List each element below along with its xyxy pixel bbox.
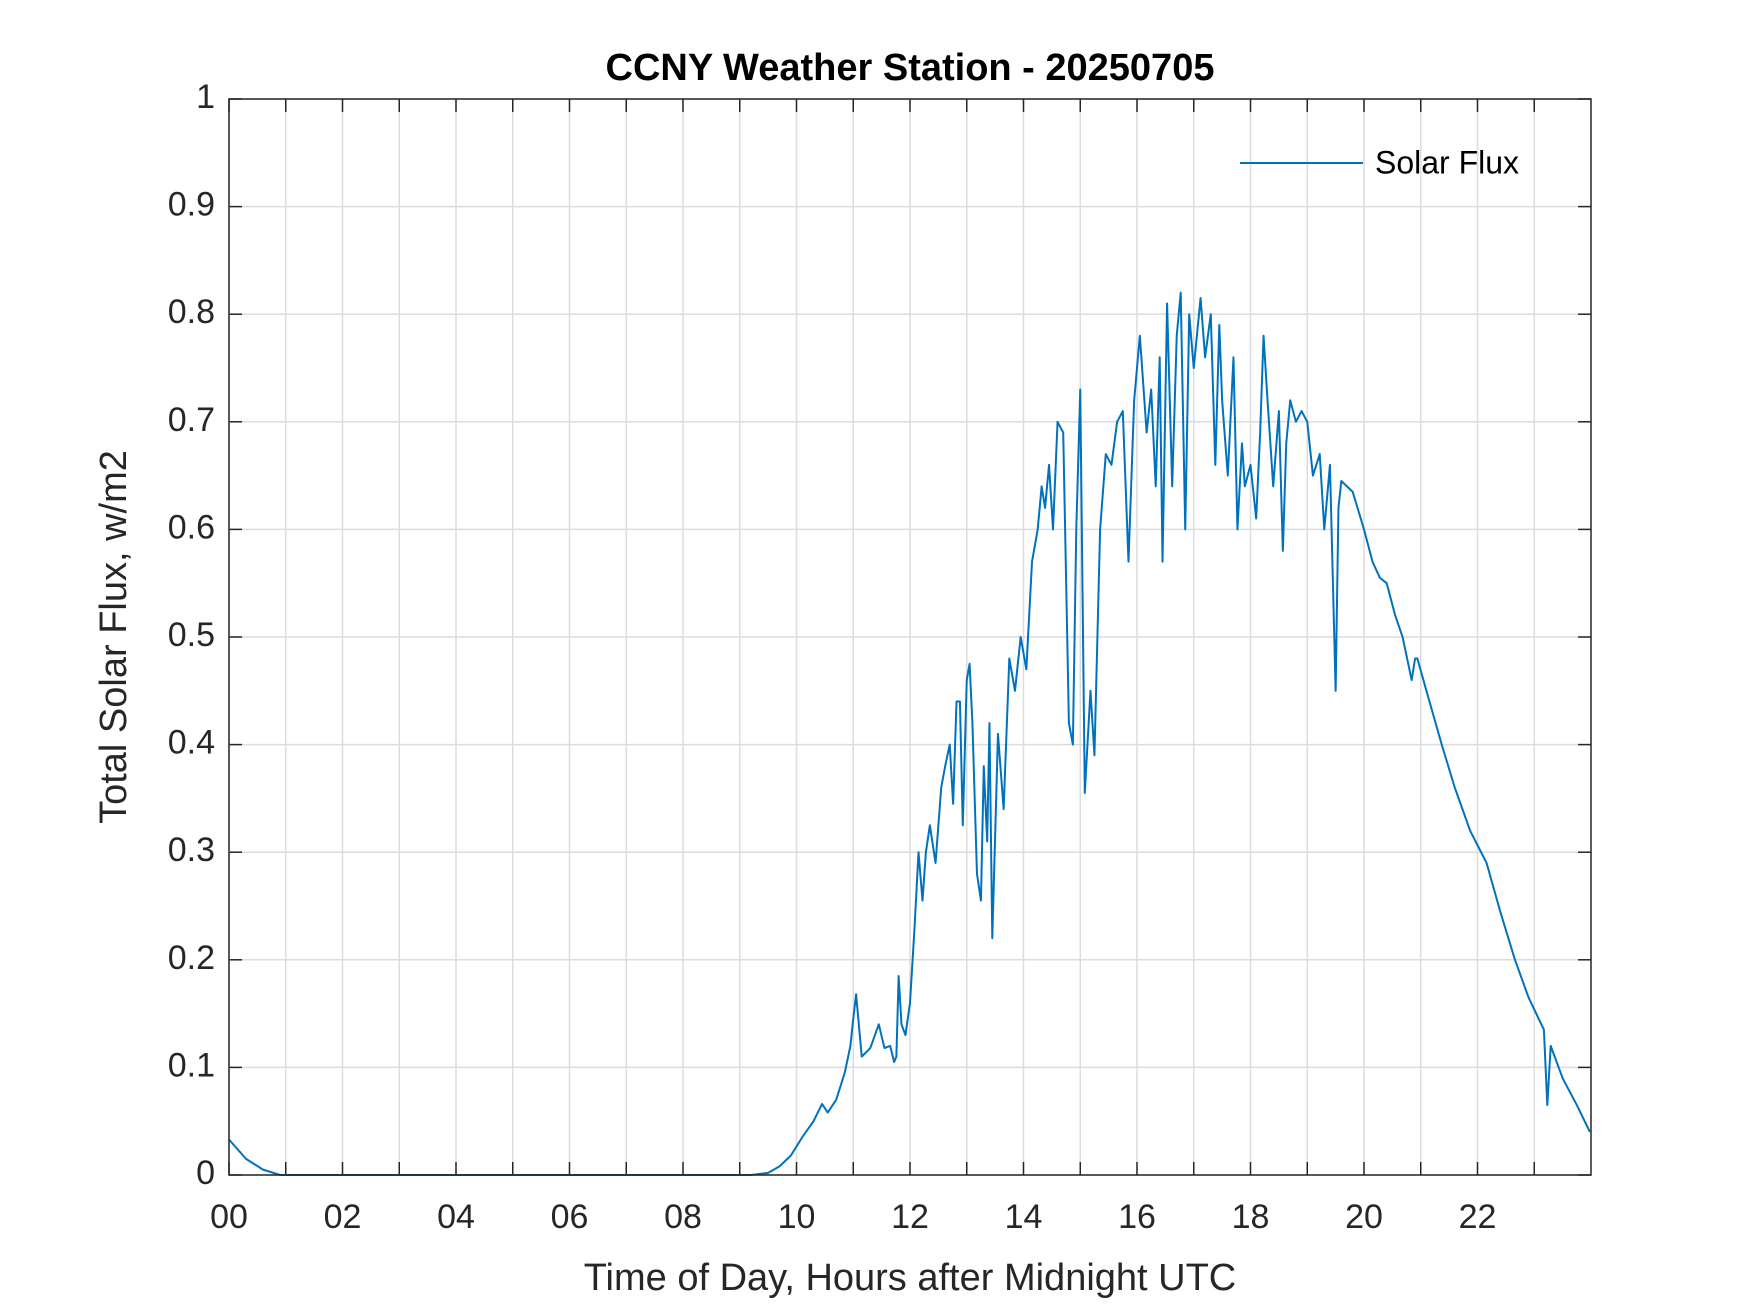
x-tick-label: 18 (1232, 1198, 1270, 1236)
y-tick-label: 0 (196, 1154, 215, 1192)
x-tick-label: 22 (1459, 1198, 1497, 1236)
plot-frame (228, 98, 1592, 1176)
x-axis-label: Time of Day, Hours after Midnight UTC (584, 1257, 1237, 1299)
x-tick-label: 14 (1005, 1198, 1043, 1236)
y-tick-label: 0.6 (168, 508, 215, 546)
y-tick-label: 0.3 (168, 831, 215, 869)
y-tick-label: 0.1 (168, 1046, 215, 1084)
x-tick-label: 12 (891, 1198, 929, 1236)
x-tick-label: 08 (664, 1198, 702, 1236)
y-tick-label: 0.8 (168, 293, 215, 331)
y-tick-label: 0.4 (168, 724, 215, 762)
y-tick-label: 0.7 (168, 401, 215, 439)
y-tick-label: 0.9 (168, 186, 215, 224)
x-tick-label: 00 (210, 1198, 248, 1236)
x-tick-label: 20 (1345, 1198, 1383, 1236)
y-tick-label: 1 (196, 78, 215, 116)
x-tick-label: 16 (1118, 1198, 1156, 1236)
x-tick-label: 04 (437, 1198, 475, 1236)
x-tick-label: 06 (551, 1198, 589, 1236)
y-tick-label: 0.2 (168, 939, 215, 977)
data-line (228, 291, 1591, 1176)
y-tick-label: 0.5 (168, 616, 215, 654)
x-tick-label: 10 (778, 1198, 816, 1236)
chart-title: CCNY Weather Station - 20250705 (606, 47, 1215, 89)
y-axis-label: Total Solar Flux, w/m2 (93, 450, 135, 824)
legend-label: Solar Flux (1375, 144, 1519, 180)
x-tick-label: 02 (324, 1198, 362, 1236)
